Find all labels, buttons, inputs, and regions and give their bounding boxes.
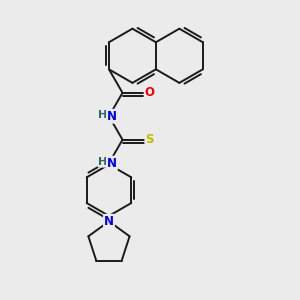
Text: S: S — [146, 133, 154, 146]
Text: N: N — [104, 215, 114, 228]
Text: H: H — [98, 157, 108, 167]
Text: N: N — [107, 157, 117, 170]
Text: O: O — [145, 86, 154, 99]
Text: N: N — [107, 110, 117, 123]
Text: H: H — [98, 110, 108, 120]
